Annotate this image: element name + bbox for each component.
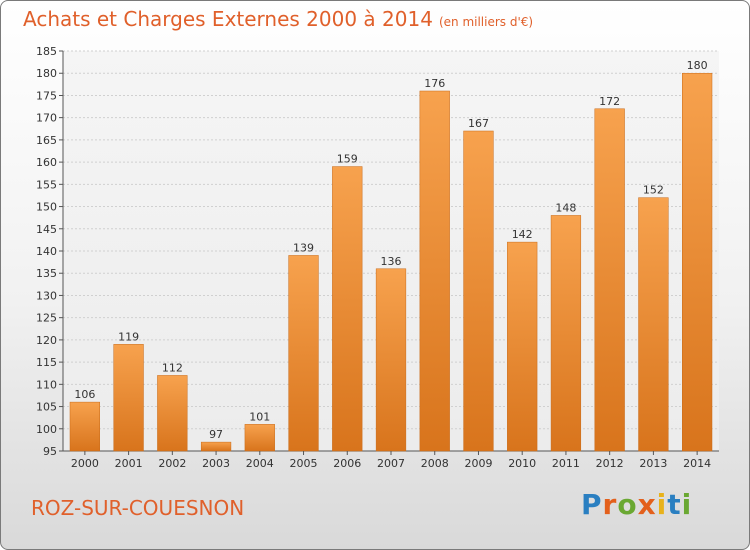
bar-value-label: 136 <box>381 255 402 268</box>
commune-name: ROZ-SUR-COUESNON <box>31 496 245 520</box>
chart-title: Achats et Charges Externes 2000 à 2014 (e… <box>23 7 533 31</box>
bar-value-label: 172 <box>599 95 620 108</box>
bar-2014 <box>682 72 713 452</box>
bar-value-label: 159 <box>337 153 358 166</box>
bar-2002 <box>157 375 188 452</box>
chart-title-text: Achats et Charges Externes 2000 à 2014 <box>23 7 433 31</box>
bar-2010 <box>507 241 538 452</box>
y-tick-label: 105 <box>36 401 57 414</box>
x-tick-label: 2014 <box>683 457 711 470</box>
y-tick-label: 170 <box>36 112 57 125</box>
bar-value-label: 139 <box>293 241 314 254</box>
y-tick-label: 145 <box>36 223 57 236</box>
y-tick-label: 95 <box>43 445 57 458</box>
y-tick-label: 115 <box>36 356 57 369</box>
y-tick-label: 155 <box>36 178 57 191</box>
bar-2008 <box>419 90 450 452</box>
x-tick-label: 2001 <box>115 457 143 470</box>
bar-value-label: 176 <box>424 77 445 90</box>
x-tick-label: 2000 <box>71 457 99 470</box>
x-tick-label: 2009 <box>464 457 492 470</box>
y-tick-label: 110 <box>36 378 57 391</box>
x-tick-label: 2006 <box>333 457 361 470</box>
bar-2013 <box>638 197 669 452</box>
x-tick-label: 2005 <box>290 457 318 470</box>
y-tick-label: 100 <box>36 423 57 436</box>
bar-2007 <box>375 268 407 452</box>
bar-value-label: 101 <box>249 410 270 423</box>
x-tick-label: 2004 <box>246 457 274 470</box>
x-tick-label: 2008 <box>421 457 449 470</box>
plot-area: 95 100 105 110 115 120 125 130 135 140 145 150 155 16… <box>36 45 719 470</box>
bar-2004 <box>244 424 275 452</box>
y-tick-label: 165 <box>36 134 57 147</box>
bar-2003 <box>200 441 232 452</box>
bar-value-label: 112 <box>162 361 183 374</box>
bar-2011 <box>550 215 582 452</box>
y-tick-label: 180 <box>36 67 57 80</box>
bar-2005 <box>288 255 319 452</box>
y-tick-label: 135 <box>36 267 57 280</box>
y-tick-label: 175 <box>36 89 57 102</box>
x-tick-label: 2007 <box>377 457 405 470</box>
chart-unit-label: (en milliers d'€) <box>438 15 534 29</box>
x-tick-label: 2002 <box>158 457 186 470</box>
y-tick-label: 120 <box>36 334 57 347</box>
bar-value-label: 106 <box>74 388 95 401</box>
bar-value-label: 180 <box>687 59 708 72</box>
x-tick-label: 2010 <box>508 457 536 470</box>
bar-2012 <box>594 108 625 452</box>
bar-value-label: 97 <box>209 428 223 441</box>
bar-value-label: 167 <box>468 117 489 130</box>
bar-2001 <box>113 344 144 452</box>
x-tick-label: 2012 <box>596 457 624 470</box>
bar-value-label: 152 <box>643 184 664 197</box>
bar-value-label: 119 <box>118 330 139 343</box>
y-tick-label: 160 <box>36 156 57 169</box>
y-tick-label: 140 <box>36 245 57 258</box>
proxiti-logo: Proxiti <box>581 488 693 521</box>
bar-2006 <box>332 166 363 452</box>
y-tick-label: 125 <box>36 312 57 325</box>
x-tick-label: 2013 <box>639 457 667 470</box>
y-tick-label: 130 <box>36 289 57 302</box>
bar-2009 <box>463 130 494 452</box>
bar-value-label: 142 <box>512 228 533 241</box>
x-tick-label: 2011 <box>552 457 580 470</box>
x-tick-label: 2003 <box>202 457 230 470</box>
bar-value-label: 148 <box>555 201 576 214</box>
y-tick-label: 150 <box>36 201 57 214</box>
bar-2000 <box>69 401 100 452</box>
y-tick-label: 185 <box>36 45 57 58</box>
